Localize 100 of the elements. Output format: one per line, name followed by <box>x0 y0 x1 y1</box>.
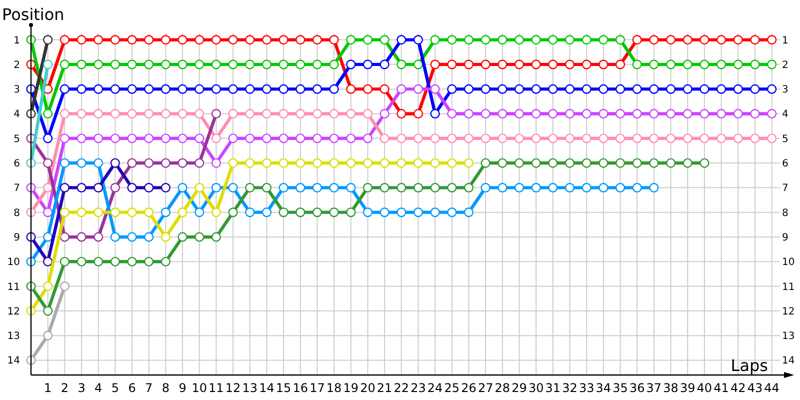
y2-tick-label: 8 <box>782 208 788 219</box>
y2-tick-label: 9 <box>782 232 788 244</box>
point <box>312 84 322 94</box>
point <box>514 34 524 45</box>
point <box>245 208 255 218</box>
point <box>194 134 204 144</box>
point <box>160 34 170 45</box>
point <box>615 34 626 45</box>
point <box>700 134 710 144</box>
x-tick-label: 25 <box>444 381 460 395</box>
point <box>548 60 558 70</box>
point <box>766 108 777 119</box>
point <box>110 84 120 94</box>
point <box>447 208 457 218</box>
x-tick-label: 32 <box>562 381 578 395</box>
point <box>211 60 221 70</box>
point <box>480 84 490 94</box>
point <box>413 84 424 94</box>
point <box>531 60 541 70</box>
point <box>396 158 406 168</box>
point <box>666 158 676 168</box>
point <box>76 256 86 266</box>
point <box>649 134 659 144</box>
point <box>514 134 524 144</box>
point <box>498 158 508 168</box>
point <box>548 158 558 168</box>
point <box>766 34 777 45</box>
x-tick-label: 12 <box>225 381 241 395</box>
point <box>666 134 676 144</box>
point <box>144 108 154 119</box>
point <box>94 34 104 45</box>
point <box>750 60 760 70</box>
point <box>110 60 120 70</box>
x-tick-label: 44 <box>764 381 780 395</box>
point <box>615 134 626 144</box>
x-tick-label: 5 <box>111 381 119 395</box>
point <box>498 60 508 70</box>
point <box>413 60 424 70</box>
point <box>598 34 608 45</box>
point <box>666 60 676 70</box>
point <box>649 108 659 119</box>
point <box>380 60 390 70</box>
point <box>548 108 558 119</box>
point <box>228 60 238 70</box>
point <box>211 84 221 94</box>
point <box>649 84 659 94</box>
y-tick-label: 14 <box>7 356 20 367</box>
point <box>312 34 322 45</box>
x-tick-label: 22 <box>394 381 410 395</box>
point <box>514 182 524 192</box>
point <box>60 281 70 292</box>
point <box>194 182 204 192</box>
point <box>160 208 170 218</box>
point <box>127 182 137 192</box>
point <box>312 108 322 119</box>
point <box>329 60 339 70</box>
point <box>178 84 188 94</box>
point <box>766 84 777 94</box>
x-tick-label: 14 <box>259 381 274 395</box>
y-tick-label: 12 <box>7 306 20 318</box>
y2-tick-label: 14 <box>782 356 795 367</box>
x-tick-label: 20 <box>360 381 376 395</box>
point <box>127 208 137 218</box>
point <box>447 60 457 70</box>
point <box>127 256 137 266</box>
point <box>329 158 339 168</box>
point <box>682 134 692 144</box>
y2-tick-label: 11 <box>782 282 795 293</box>
point <box>312 134 322 144</box>
point <box>160 232 170 242</box>
point <box>682 60 692 70</box>
point <box>514 158 524 168</box>
point <box>110 34 120 45</box>
y2-tick-label: 2 <box>782 60 788 71</box>
point <box>76 232 86 242</box>
point <box>396 134 406 144</box>
point <box>531 158 541 168</box>
point <box>76 208 86 218</box>
point <box>632 108 642 119</box>
point <box>110 256 120 266</box>
point <box>498 84 508 94</box>
point <box>228 134 238 144</box>
point <box>582 158 592 168</box>
point <box>278 158 288 168</box>
point <box>700 84 710 94</box>
point <box>396 60 406 70</box>
x-tick-label: 29 <box>512 381 527 395</box>
point <box>160 182 170 192</box>
point <box>228 208 238 218</box>
point <box>43 330 53 340</box>
point <box>211 134 221 144</box>
point <box>127 158 137 168</box>
point <box>447 108 457 119</box>
y2-tick-label: 4 <box>782 109 788 120</box>
x-tick-label: 33 <box>578 381 594 395</box>
x-tick-label: 4 <box>94 381 102 395</box>
point <box>582 34 592 45</box>
point <box>194 60 204 70</box>
point <box>700 158 710 168</box>
point <box>632 158 642 168</box>
